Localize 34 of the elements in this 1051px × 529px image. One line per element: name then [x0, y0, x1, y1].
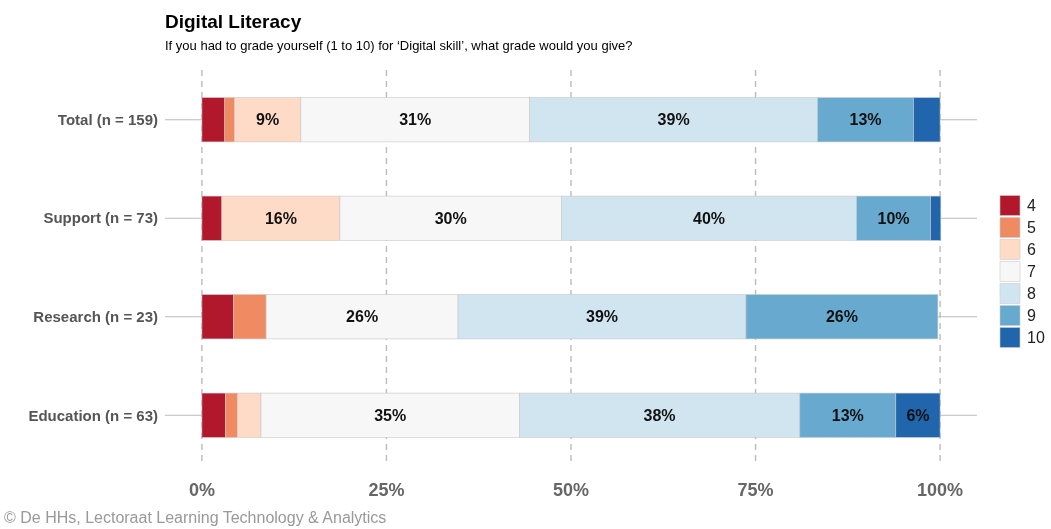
y-tick-label: Support (n = 73)	[43, 209, 158, 227]
x-tick-label: 75%	[737, 480, 774, 500]
chart-title: Digital Literacy	[165, 11, 302, 32]
legend-label: 8	[1027, 285, 1036, 303]
legend-label: 5	[1027, 219, 1036, 237]
data-label: 38%	[643, 406, 676, 424]
legend-label: 9	[1027, 307, 1036, 325]
x-tick-label: 25%	[368, 480, 405, 500]
legend-label: 6	[1027, 241, 1036, 259]
data-label: 39%	[585, 308, 619, 326]
data-label: 26%	[825, 308, 858, 326]
x-tick-label: 0%	[188, 480, 215, 500]
data-label: 13%	[831, 406, 864, 424]
data-label: 9%	[256, 111, 280, 129]
legend-label: 10	[1027, 329, 1045, 347]
y-tick-label: Education (n = 63)	[28, 406, 158, 424]
data-label: 26%	[346, 308, 379, 326]
data-label: 39%	[657, 111, 690, 129]
data-label: 30%	[434, 209, 467, 227]
y-tick-label: Research (n = 23)	[33, 308, 158, 325]
chart-subtitle: If you had to grade yourself (1 to 10) for ‘Digital skill’, what grade would you give?	[165, 38, 633, 53]
data-label: 40%	[693, 209, 726, 227]
data-label: 10%	[877, 209, 910, 227]
data-label: 13%	[849, 111, 882, 129]
x-tick-label: 50%	[552, 480, 590, 500]
legend-label: 7	[1027, 263, 1036, 281]
data-label: 6%	[906, 406, 930, 424]
data-label: 16%	[264, 209, 297, 227]
text: © De HHs, Lectoraat Learning Technology & Analytics	[4, 509, 387, 526]
x-tick-label: 100%	[917, 480, 964, 500]
data-label: 35%	[374, 406, 407, 424]
legend-label: 4	[1027, 197, 1036, 215]
y-tick-label: Total (n = 159)	[57, 110, 158, 128]
data-label: 31%	[399, 111, 432, 129]
